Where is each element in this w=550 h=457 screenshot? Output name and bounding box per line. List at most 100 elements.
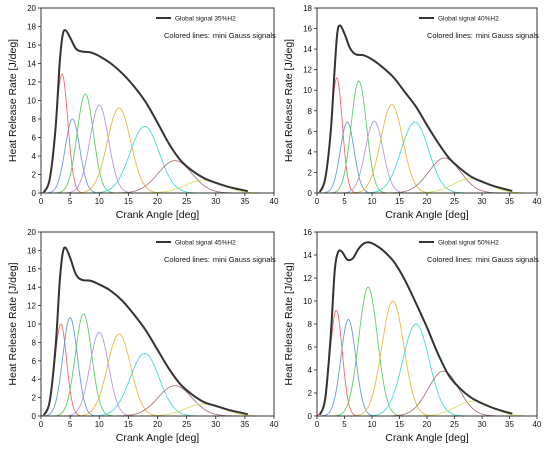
note-suffix: mini Gauss signals [476, 31, 539, 40]
note-suffix: mini Gauss signals [213, 31, 276, 40]
y-tick-label: 0 [308, 189, 313, 198]
y-tick-label: 18 [27, 246, 36, 255]
y-tick-label: 0 [32, 412, 37, 421]
x-tick-label: 25 [450, 197, 459, 206]
x-tick-label: 35 [505, 420, 514, 429]
y-tick-label: 4 [32, 152, 37, 161]
annotation-note: Colored lines: mini Gauss signals [164, 31, 276, 40]
y-tick-label: 4 [308, 366, 313, 375]
x-tick-label: 30 [478, 197, 487, 206]
global-signal-line [42, 246, 248, 416]
y-tick-label: 16 [27, 265, 36, 274]
gauss-series-line [41, 333, 263, 417]
x-tick-label: 15 [124, 197, 133, 206]
gauss-series-line [317, 80, 526, 194]
y-tick-label: 18 [27, 23, 36, 32]
y-tick-label: 6 [32, 134, 37, 143]
y-tick-label: 14 [303, 251, 312, 260]
note-prefix: Colored lines: [164, 255, 210, 264]
y-tick-label: 12 [303, 274, 312, 283]
y-tick-label: 4 [32, 375, 37, 384]
chart-panel-1: 0 5 10 15 20 25 30 35 40 0 2 4 6 8 10 12 14 16 18 20 Crank A… [7, 4, 279, 221]
y-tick-label: 10 [303, 297, 312, 306]
y-tick-label: 2 [308, 389, 313, 398]
gauss-series-line [316, 77, 526, 194]
y-tick-label: 16 [27, 41, 36, 50]
gauss-series-line [41, 125, 263, 194]
x-tick-label: 40 [270, 197, 279, 206]
x-tick-label: 0 [39, 420, 44, 429]
note-prefix: Colored lines: [427, 31, 473, 40]
y-tick-label: 8 [32, 115, 37, 124]
gauss-series-line [40, 317, 263, 417]
y-tick-label: 8 [308, 107, 313, 116]
y-axis-title: Heat Release Rate [J/deg] [7, 262, 19, 385]
gauss-series-line [317, 286, 526, 417]
x-tick-label: 40 [533, 420, 542, 429]
x-tick-label: 20 [153, 197, 162, 206]
annotation-note: Colored lines: mini Gauss signals [427, 255, 539, 264]
x-tick-label: 25 [182, 420, 191, 429]
x-axis-title: Crank Angle [deg] [385, 209, 469, 221]
gauss-series-line [316, 121, 526, 194]
gauss-series-line [317, 120, 526, 194]
y-tick-label: 2 [32, 394, 37, 403]
legend-label: Global signal 50%H2 [438, 240, 499, 247]
x-tick-label: 10 [368, 420, 377, 429]
x-axis-title: Crank Angle [deg] [385, 432, 469, 444]
y-tick-label: 12 [27, 78, 36, 87]
y-tick-label: 0 [308, 412, 313, 421]
x-tick-label: 20 [153, 420, 162, 429]
y-tick-label: 14 [303, 45, 312, 54]
chart-panel-4: 0 5 10 15 20 25 30 35 40 0 2 4 6 8 10 12 14 16 Crank Angle… [283, 228, 542, 444]
x-tick-label: 15 [395, 197, 404, 206]
x-tick-label: 15 [124, 420, 133, 429]
y-tick-label: 12 [27, 302, 36, 311]
x-tick-label: 35 [240, 197, 249, 206]
chart-panel-3: 0 5 10 15 20 25 30 35 40 0 2 4 6 8 10 12 14 16 18 20 Crank A… [7, 228, 279, 444]
x-tick-label: 30 [478, 420, 487, 429]
note-prefix: Colored lines: [427, 255, 473, 264]
note-suffix: mini Gauss signals [476, 255, 539, 264]
global-signal-line [318, 241, 513, 416]
y-tick-label: 14 [27, 283, 36, 292]
x-tick-label: 30 [211, 420, 220, 429]
x-tick-label: 5 [342, 197, 347, 206]
note-suffix: mini Gauss signals [213, 255, 276, 264]
y-axis-title: Heat Release Rate [J/deg] [283, 262, 295, 385]
x-tick-label: 35 [505, 197, 514, 206]
x-tick-label: 20 [423, 420, 432, 429]
y-tick-label: 20 [27, 4, 36, 13]
gauss-series-line [317, 121, 526, 194]
x-tick-label: 5 [342, 420, 347, 429]
x-tick-label: 15 [395, 420, 404, 429]
gauss-series-line [317, 300, 526, 417]
y-tick-label: 6 [308, 343, 313, 352]
y-tick-label: 10 [27, 320, 36, 329]
x-tick-label: 10 [368, 197, 377, 206]
x-tick-label: 35 [240, 420, 249, 429]
note-prefix: Colored lines: [164, 31, 210, 40]
y-axis-title: Heat Release Rate [J/deg] [7, 39, 19, 162]
gauss-series-line [41, 160, 263, 194]
y-tick-label: 12 [303, 66, 312, 75]
x-tick-label: 0 [39, 197, 44, 206]
x-tick-label: 0 [315, 420, 320, 429]
x-tick-label: 30 [211, 197, 220, 206]
y-tick-label: 0 [32, 189, 37, 198]
x-tick-label: 20 [423, 197, 432, 206]
y-tick-label: 16 [303, 25, 312, 34]
global-signal-line [42, 29, 248, 193]
x-tick-label: 25 [450, 420, 459, 429]
y-tick-label: 14 [27, 60, 36, 69]
chart-panel-2: 0 5 10 15 20 25 30 35 40 0 2 4 6 8 10 12 14 16 18 Crank Ang… [283, 4, 542, 221]
x-axis-title: Crank Angle [deg] [116, 209, 200, 221]
y-tick-label: 16 [303, 228, 312, 237]
y-tick-label: 10 [303, 86, 312, 95]
x-axis-title: Crank Angle [deg] [116, 432, 200, 444]
gauss-series-line [317, 157, 526, 194]
y-tick-label: 18 [303, 4, 312, 13]
y-tick-label: 10 [27, 97, 36, 106]
